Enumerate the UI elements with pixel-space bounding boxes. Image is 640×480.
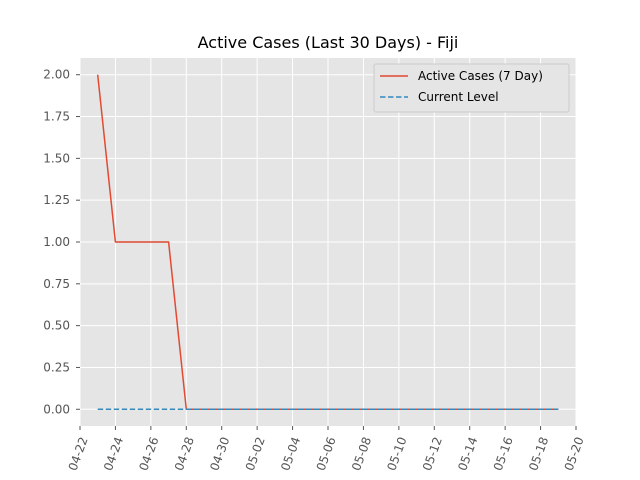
x-tick-label: 04-26 [136,435,161,473]
x-tick-label: 04-28 [172,435,197,473]
y-tick-label: 1.00 [43,235,70,249]
x-tick-label: 04-30 [207,435,232,473]
x-tick-label: 04-24 [101,435,126,473]
x-tick-label: 05-20 [562,435,587,473]
legend-label: Current Level [418,90,499,104]
y-tick-label: 2.00 [43,68,70,82]
legend-box [373,63,570,113]
y-tick-label: 1.25 [43,193,70,207]
series-layer [96,74,559,411]
y-axis: 0.00 0.25 0.50 0.75 1.00 1.25 1.50 1.75 2.00 [43,68,80,416]
y-tick-label: 0.25 [43,360,70,374]
y-tick-label: 1.50 [43,151,70,165]
x-tick-label: 05-10 [384,435,409,473]
series-line-active-cases [96,74,559,411]
x-tick-label: 05-16 [491,435,516,473]
y-tick-label: 0.00 [43,402,70,416]
legend-label: Active Cases (7 Day) [418,69,543,83]
x-tick-label: 05-12 [420,435,445,473]
y-tick-label: 1.75 [43,110,70,124]
chart-title: Active Cases (Last 30 Days) - Fiji [198,33,459,52]
y-tick-label: 0.50 [43,319,70,333]
x-tick-label: 05-04 [278,435,303,473]
x-tick-label: 05-14 [455,435,480,473]
x-tick-label: 05-06 [314,435,339,473]
x-tick-label: 05-18 [526,435,551,473]
x-tick-label: 05-02 [243,435,268,473]
x-tick-label: 05-08 [349,435,374,473]
y-tick-label: 0.75 [43,277,70,291]
legend: Active Cases (7 Day) Current Level [373,63,570,113]
x-tick-label: 04-22 [66,435,91,473]
x-axis: 04-22 04-24 04-26 04-28 04-30 05-02 05-04 05-06… [66,426,587,473]
